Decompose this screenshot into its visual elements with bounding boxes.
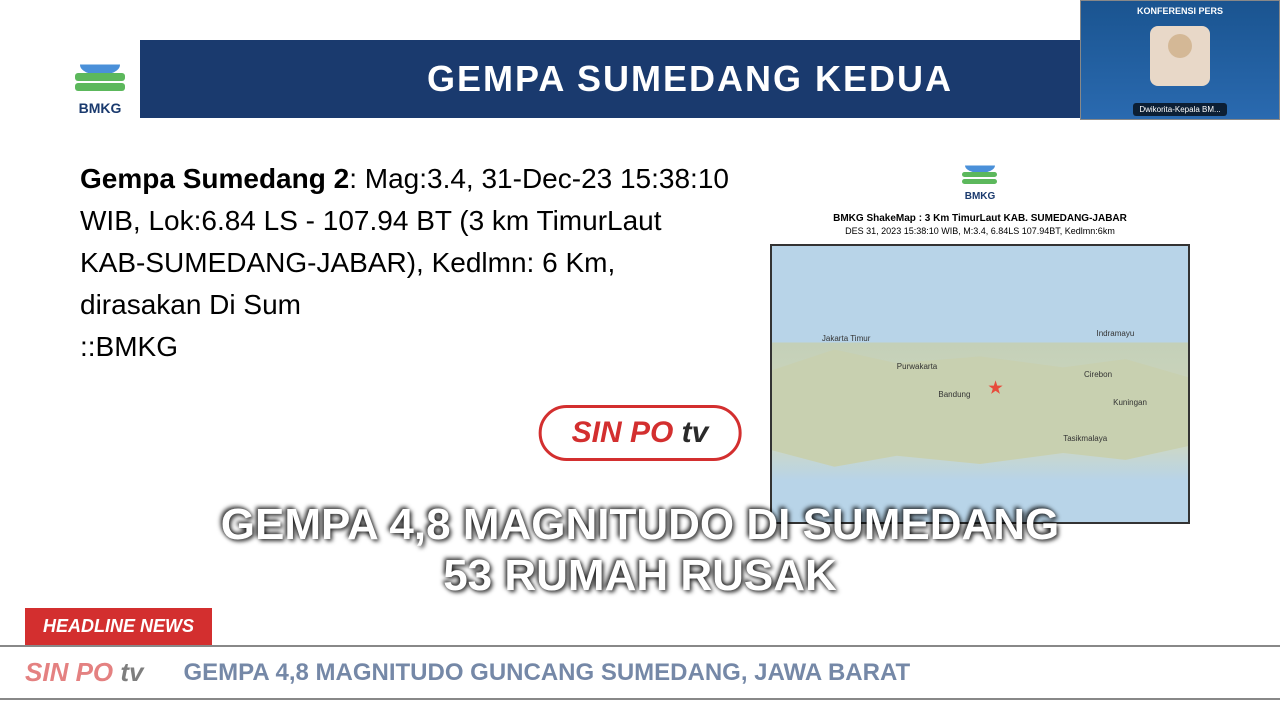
city-tasikmalaya: Tasikmalaya: [1063, 434, 1107, 443]
bmkg-logo-text: BMKG: [79, 100, 122, 116]
event-source: ::BMKG: [80, 331, 178, 362]
city-purwakarta: Purwakarta: [897, 362, 937, 371]
ticker-text: GEMPA 4,8 MAGNITUDO GUNCANG SUMEDANG, JA…: [183, 659, 910, 687]
earthquake-details: Gempa Sumedang 2: Mag:3.4, 31-Dec-23 15:…: [80, 158, 760, 524]
center-logo-tv: tv: [673, 416, 708, 449]
headline-overlay: GEMPA 4,8 MAGNITUDO DI SUMEDANG 53 RUMAH…: [0, 500, 1280, 601]
pip-speaker: [1150, 26, 1210, 86]
pip-speaker-name: Dwikorita-Kepala BM...: [1133, 103, 1226, 116]
picture-in-picture: KONFERENSI PERS Dwikorita-Kepala BM...: [1080, 0, 1280, 120]
headline-line-2: 53 RUMAH RUSAK: [0, 551, 1280, 602]
channel-logo-center: SIN PO tv: [539, 405, 742, 461]
city-indramayu: Indramayu: [1096, 329, 1134, 338]
ticker-logo-tv: tv: [113, 657, 143, 687]
epicenter-star-icon: ★: [988, 378, 1004, 394]
slide-content: Gempa Sumedang 2: Mag:3.4, 31-Dec-23 15:…: [40, 158, 1240, 524]
bmkg-logo-icon: [70, 55, 130, 95]
bmkg-logo-small: BMKG: [955, 158, 1005, 208]
pip-title: KONFERENSI PERS: [1137, 6, 1223, 16]
shakemap: ★ Jakarta Timur Purwakarta Bandung Indra…: [770, 244, 1190, 524]
city-bandung: Bandung: [938, 390, 970, 399]
shakemap-title: BMKG ShakeMap : 3 Km TimurLaut KAB. SUME…: [833, 213, 1127, 224]
event-label: Gempa Sumedang 2: [80, 163, 349, 194]
shakemap-subtitle: DES 31, 2023 15:38:10 WIB, M:3.4, 6.84LS…: [845, 226, 1115, 236]
bmkg-logo-small-icon: [960, 158, 1000, 186]
slide-title-banner: GEMPA SUMEDANG KEDUA: [140, 40, 1240, 118]
city-kuningan: Kuningan: [1113, 398, 1147, 407]
bmkg-logo-small-text: BMKG: [965, 191, 996, 202]
center-logo-sinpo: SIN PO: [572, 416, 674, 449]
headline-news-badge: HEADLINE NEWS: [25, 608, 212, 645]
ticker-logo: SIN PO tv: [25, 657, 143, 688]
map-landmass: [772, 343, 1188, 481]
headline-line-1: GEMPA 4,8 MAGNITUDO DI SUMEDANG: [0, 500, 1280, 551]
city-cirebon: Cirebon: [1084, 370, 1112, 379]
shakemap-section: BMKG BMKG ShakeMap : 3 Km TimurLaut KAB.…: [760, 158, 1200, 524]
bmkg-logo: BMKG: [60, 45, 140, 125]
news-ticker: SIN PO tv GEMPA 4,8 MAGNITUDO GUNCANG SU…: [0, 645, 1280, 700]
ticker-logo-sinpo: SIN PO: [25, 657, 113, 687]
city-jakarta: Jakarta Timur: [822, 334, 870, 343]
